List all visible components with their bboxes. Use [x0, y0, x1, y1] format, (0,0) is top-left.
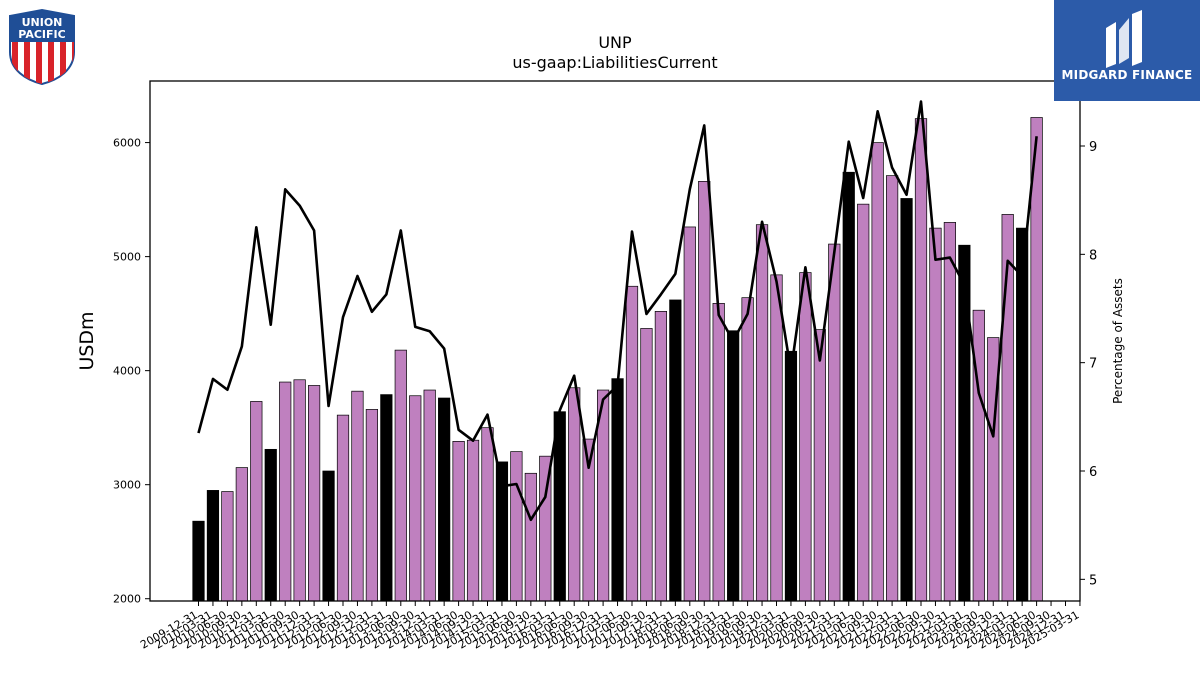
bar	[235, 467, 248, 602]
bar	[524, 472, 537, 602]
bar	[1016, 227, 1029, 602]
bar	[279, 381, 292, 602]
bar	[192, 520, 205, 602]
bar	[206, 490, 220, 602]
bar	[1030, 117, 1043, 602]
union-pacific-logo: UNION PACIFIC	[6, 8, 78, 86]
bar	[308, 385, 321, 602]
bar	[842, 171, 855, 602]
bar	[322, 470, 335, 602]
bar-series	[192, 117, 1043, 602]
bar	[380, 394, 393, 602]
bar	[958, 244, 971, 602]
bar	[336, 414, 350, 602]
y-tick-label: 4000	[113, 365, 141, 378]
bar	[770, 274, 783, 602]
bar	[423, 389, 436, 602]
bar	[741, 297, 754, 602]
bar	[755, 224, 769, 602]
y2-tick-label: 5	[1089, 573, 1097, 588]
y-tick-label: 3000	[113, 479, 141, 492]
bar	[727, 330, 740, 602]
bar	[885, 175, 899, 602]
bar	[929, 227, 942, 602]
y2-axis-label: Percentage of Assets	[1111, 278, 1125, 404]
bar	[625, 285, 639, 602]
bar	[394, 349, 407, 602]
y2-tick-label: 6	[1089, 465, 1097, 480]
bar	[828, 243, 841, 602]
bar	[900, 198, 913, 602]
bar	[611, 378, 624, 602]
svg-text:PACIFIC: PACIFIC	[18, 28, 65, 41]
y2-tick-label: 8	[1089, 248, 1097, 263]
bar	[654, 311, 668, 602]
chart-title: UNP	[598, 33, 632, 52]
y-tick-label: 2000	[113, 593, 141, 606]
plot-frame	[149, 80, 1081, 602]
bar	[568, 387, 581, 602]
bar	[813, 329, 826, 602]
bar	[640, 328, 653, 602]
midgard-finance-text: MIDGARD FINANCE	[1061, 68, 1193, 82]
bar	[799, 272, 812, 602]
bar	[914, 118, 928, 602]
bar	[264, 448, 277, 602]
bar	[466, 439, 480, 602]
bar	[669, 299, 682, 602]
bar	[857, 203, 870, 602]
bar	[293, 379, 306, 602]
y2-tick-label: 7	[1089, 357, 1097, 372]
bar	[221, 491, 234, 602]
bar	[510, 451, 523, 602]
svg-text:UNION: UNION	[22, 16, 63, 29]
bar	[351, 390, 364, 602]
bar	[481, 427, 494, 602]
bar	[712, 303, 725, 602]
bar	[438, 397, 451, 602]
bar	[250, 401, 263, 602]
bar	[698, 181, 711, 602]
bar	[409, 395, 422, 602]
chart-subtitle: us-gaap:LiabilitiesCurrent	[512, 53, 717, 72]
bar	[871, 142, 884, 602]
y-tick-label: 6000	[113, 137, 141, 150]
axes: 20003000400050006000567892009-12-312010-…	[113, 80, 1097, 652]
y2-tick-label: 9	[1089, 140, 1097, 155]
bar	[683, 226, 696, 602]
line-series-path	[197, 100, 1038, 522]
line-series	[197, 100, 1038, 522]
bar	[784, 350, 798, 602]
bar	[452, 441, 465, 602]
bar	[943, 222, 957, 602]
bar	[365, 409, 378, 602]
y-tick-label: 5000	[113, 251, 141, 264]
y-axis-label: USDm	[76, 311, 98, 370]
midgard-finance-logo: MIDGARD FINANCE	[1054, 0, 1200, 101]
